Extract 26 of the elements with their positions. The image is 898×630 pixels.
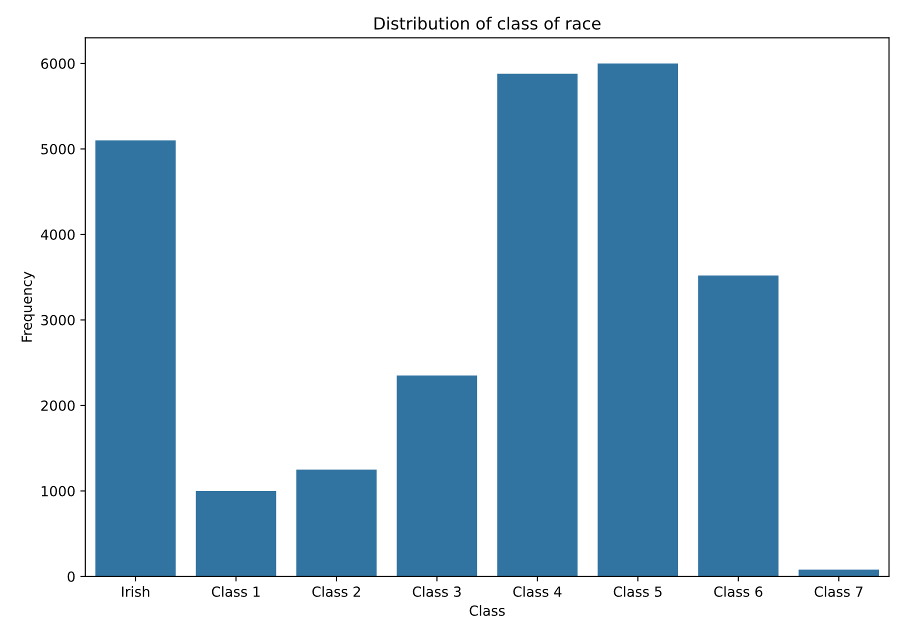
bar	[196, 490, 276, 576]
y-axis-title: Frequency	[22, 272, 35, 342]
bar	[698, 275, 779, 576]
y-tick-label: 3000	[41, 314, 75, 326]
x-tick-label: Class 3	[412, 586, 461, 597]
y-tick-label: 2000	[41, 400, 75, 411]
x-tick-label: Class 1	[212, 586, 260, 597]
bar	[798, 570, 879, 576]
chart-title: Distribution of class of race	[374, 16, 600, 30]
bar	[95, 140, 176, 576]
x-axis-title: Class	[470, 605, 505, 616]
y-tick-label: 6000	[41, 58, 75, 69]
x-tick-label: Class 2	[312, 586, 360, 597]
y-tick-label: 1000	[42, 486, 75, 496]
x-tick-label: Class 7	[814, 586, 862, 597]
x-tick-label: Class 6	[714, 586, 762, 597]
bar	[598, 63, 678, 576]
x-tick-label: Irish	[122, 586, 150, 597]
x-tick-label: Class 5	[614, 586, 662, 597]
y-tick-label: 0	[68, 571, 75, 582]
bar	[396, 376, 478, 576]
bar	[296, 470, 377, 576]
x-tick-label: Class 4	[513, 586, 562, 597]
bar	[497, 74, 578, 576]
y-tick-label: 4000	[40, 229, 75, 240]
y-tick-label: 5000	[41, 144, 75, 154]
